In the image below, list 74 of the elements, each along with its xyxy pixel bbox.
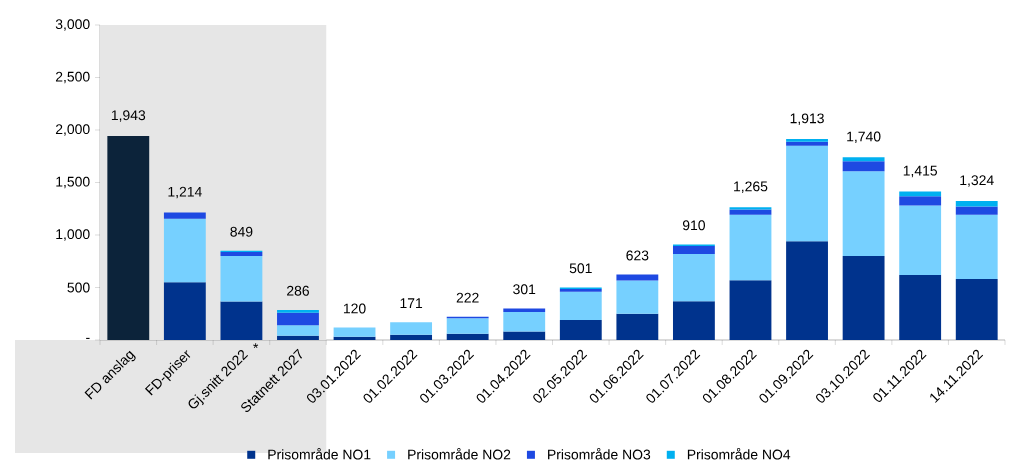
bar [277, 309, 319, 313]
y-tick-label: 1,000 [56, 229, 90, 241]
total-label: 910 [682, 220, 706, 231]
total-label: 286 [287, 285, 309, 296]
y-tick-label: 1,500 [56, 176, 90, 189]
total-label: 1,943 [111, 110, 146, 122]
legend-label: Prisområde NO3 [548, 448, 651, 460]
total-label: 501 [569, 263, 592, 274]
legend-label: Prisområde NO4 [687, 448, 791, 460]
bar [446, 333, 489, 340]
bar [786, 139, 828, 142]
total-label: 1,265 [734, 181, 768, 193]
bar [503, 331, 546, 340]
bar [955, 214, 998, 280]
bar [616, 313, 659, 340]
total-label: 1,913 [790, 113, 824, 125]
bar [899, 191, 942, 197]
bar [899, 274, 942, 340]
bar [446, 318, 489, 334]
y-tick-label: 500 [67, 282, 90, 293]
bar [842, 255, 885, 340]
legend-label: Prisområde NO1 [268, 448, 371, 460]
bar [220, 301, 263, 340]
legend-label: Prisområde NO2 [408, 448, 511, 460]
bar [955, 206, 998, 215]
total-label: 623 [626, 250, 649, 261]
bar [672, 301, 715, 340]
text: * [253, 343, 259, 349]
bar [842, 161, 885, 172]
total-label: 222 [456, 292, 479, 303]
bar [220, 251, 263, 256]
bar [899, 196, 942, 206]
total-label: 1,214 [168, 186, 202, 199]
total-label: 120 [343, 303, 366, 314]
y-tick-label: 3,000 [55, 19, 90, 31]
bar [672, 246, 715, 255]
total-label: 1,324 [960, 175, 994, 187]
bar [163, 212, 206, 219]
bar [333, 327, 376, 337]
bar [503, 312, 546, 332]
bar [107, 135, 150, 340]
bar [220, 255, 263, 302]
bar [955, 279, 998, 340]
bar [277, 325, 319, 336]
bar [842, 157, 885, 162]
bar [786, 241, 828, 340]
bar [390, 322, 433, 335]
bar [333, 336, 376, 340]
total-label: 1,740 [847, 131, 881, 144]
bar [786, 145, 828, 242]
bar [955, 200, 998, 207]
bar [729, 209, 772, 215]
bar [163, 282, 206, 340]
bar [559, 320, 602, 340]
bar [786, 141, 828, 146]
total-label: 1,415 [903, 165, 938, 178]
bar [672, 254, 715, 302]
bar [163, 218, 206, 283]
bar [277, 312, 319, 326]
y-tick-label: 2,500 [55, 71, 90, 84]
bar [729, 214, 772, 281]
bar [559, 291, 602, 321]
bar [729, 280, 772, 340]
bar [899, 205, 942, 275]
bar [277, 335, 319, 340]
total-label: 849 [230, 226, 253, 237]
bar [842, 171, 885, 256]
bar [390, 334, 433, 340]
y-tick-label: 2,000 [55, 124, 90, 136]
bar [616, 280, 659, 314]
total-label: 171 [400, 298, 423, 308]
bar [503, 308, 546, 313]
y-tick-label: - [86, 337, 90, 339]
total-label: 301 [513, 284, 536, 295]
